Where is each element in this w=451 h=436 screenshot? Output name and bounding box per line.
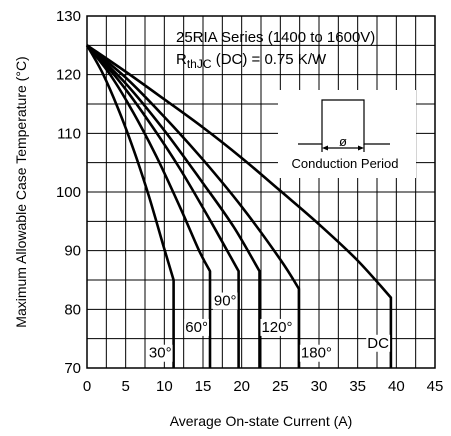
series-line [86,44,261,368]
x-tick-label: 25 [272,378,289,395]
x-tick-label: 30 [311,378,328,395]
plot-frame [86,15,436,369]
phi-symbol: ø [339,134,347,149]
x-tick-label: 35 [349,378,366,395]
y-tick-label: 70 [64,360,81,377]
series-label-layer: 30° 60° 90° 120° 180° DC [147,292,391,362]
inset-background [278,90,416,178]
rth-label: RthJC (DC) = 0.75 K/W [176,51,327,71]
series-label-background [147,344,173,362]
series-label-background [184,318,209,336]
series-line [86,44,240,368]
x-tick-label: 10 [156,378,173,395]
series-label: DC [367,335,389,352]
x-tick-label: 0 [83,378,91,395]
series-label: 60° [185,319,208,336]
x-tick-label: 15 [195,378,212,395]
y-tick-label: 120 [56,67,81,84]
series-label-background [212,292,238,310]
y-tick-label: 80 [64,301,81,318]
x-tick-label: 40 [388,378,405,395]
tick-layer: 0 5 10 15 20 25 30 35 40 45 70 80 90 100 110 120 130 [56,8,443,395]
conduction-period-label: Conduction Period [292,156,399,171]
curve-layer [85,44,393,368]
x-tick-label: 45 [427,378,444,395]
pulse-waveform [298,99,390,145]
series-line [85,44,212,368]
x-tick-label: 20 [233,378,250,395]
y-tick-label: 100 [56,184,81,201]
y-tick-label: 130 [56,8,81,25]
rth-suffix: (DC) = 0.75 K/W [212,51,327,68]
x-axis-title: Average On-state Current (A) [170,413,353,429]
series-line [86,44,393,368]
series-label: 30° [149,345,172,362]
grid-layer [86,15,436,369]
conduction-period-inset: ø Conduction Period [278,90,416,178]
rth-prefix: R [176,51,187,68]
y-tick-label: 110 [57,125,81,142]
series-line [86,44,301,368]
series-label-background [366,334,391,352]
x-tick-label: 5 [121,378,129,395]
series-label: 90° [214,293,237,310]
y-axis-title: Maximum Allowable Case Temperature (°C) [13,56,29,327]
series-label-background [299,344,333,362]
series-label: 120° [261,319,292,336]
chart-title: 25RIA Series (1400 to 1600V) [176,29,375,46]
series-label-background [260,318,294,336]
rth-subscript: thJC [187,57,212,71]
y-tick-label: 90 [64,243,81,260]
series-label: 180° [301,345,332,362]
series-line [85,44,175,368]
